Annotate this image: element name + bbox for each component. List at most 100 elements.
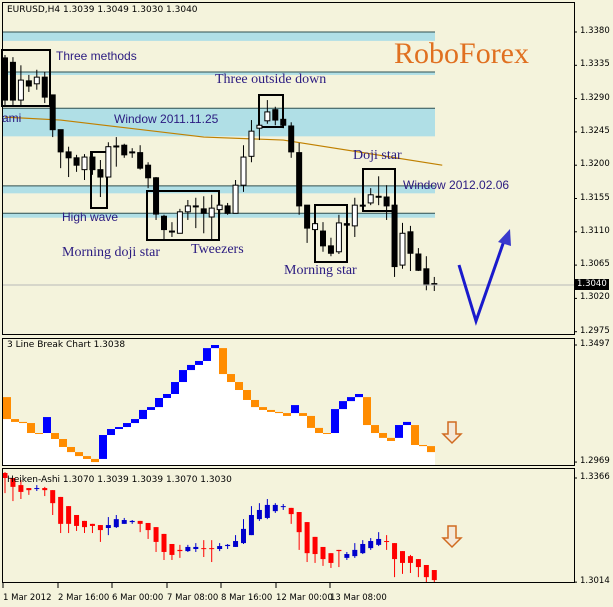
- candle-body-bear: [2, 57, 8, 101]
- main-panel: [2, 2, 575, 335]
- candle-body-bull: [248, 130, 255, 157]
- candle-body-bear: [391, 204, 398, 268]
- candle: [121, 143, 128, 158]
- brick-down: [75, 452, 83, 457]
- ha-body: [2, 472, 8, 478]
- candle: [129, 148, 136, 158]
- brick-up: [115, 427, 123, 430]
- ha-body: [320, 546, 326, 560]
- ha-body: [360, 543, 366, 554]
- ha-body: [256, 509, 262, 520]
- candle: [399, 222, 406, 269]
- brick-down: [283, 413, 291, 416]
- candle: [407, 225, 414, 272]
- candle: [375, 176, 382, 206]
- ha-candle: [376, 532, 382, 547]
- ha-body: [185, 546, 191, 552]
- candle-body-bear: [49, 94, 56, 131]
- ha-body: [161, 533, 167, 552]
- brick-up: [139, 409, 147, 420]
- brick-up: [211, 345, 219, 349]
- heiken-ashi-candles: [2, 472, 437, 582]
- brick-fill: [267, 411, 275, 465]
- brick-down: [363, 397, 371, 426]
- box-three-outside-down: [258, 94, 284, 128]
- candle-body-bull: [312, 223, 319, 231]
- ha-candle: [304, 522, 310, 563]
- candle: [192, 197, 199, 229]
- candle-body-bear: [224, 205, 231, 214]
- label-three-outside-down: Three outside down: [215, 72, 327, 87]
- candle-body-bull: [192, 205, 199, 208]
- brick-down: [315, 427, 323, 434]
- label-morning-doji-star: Morning doji star: [62, 245, 160, 260]
- ha-body: [89, 523, 95, 526]
- ha-candle: [2, 472, 8, 494]
- date-tick: 12 Mar 00:00: [276, 593, 333, 603]
- ha-body: [121, 520, 127, 524]
- candle: [359, 203, 366, 207]
- brick-fill: [155, 407, 163, 465]
- brick-fill: [83, 458, 91, 465]
- ha-body: [304, 522, 310, 554]
- candle: [232, 180, 239, 214]
- candle-body-bull: [81, 156, 88, 171]
- candle: [168, 222, 175, 237]
- brick-fill: [163, 397, 171, 465]
- ha-body: [328, 553, 334, 563]
- ha-candle: [423, 564, 429, 582]
- symbol-header: EURUSD,H4 1.3039 1.3049 1.3030 1.3040: [7, 5, 198, 15]
- candle: [65, 146, 72, 178]
- ha-candle: [344, 551, 350, 560]
- ha-body: [384, 541, 390, 543]
- candle-body-bull: [208, 207, 215, 218]
- price-label: 1.3065: [580, 259, 610, 270]
- candle-body-bear: [97, 169, 104, 178]
- brick-fill: [243, 399, 251, 465]
- brick-up: [355, 393, 363, 398]
- candle-body-bear: [320, 230, 326, 247]
- brick-up: [171, 382, 179, 394]
- candle: [176, 208, 183, 234]
- label-window-2011: Window 2011.11.25: [114, 112, 219, 126]
- ha-candle: [201, 540, 207, 558]
- arrow-head-icon: [498, 229, 511, 246]
- candle: [296, 143, 303, 215]
- brick-fill: [427, 452, 435, 465]
- axis-ticks: [2, 31, 577, 588]
- brick-fill: [419, 446, 427, 465]
- brick-down: [235, 382, 243, 391]
- price-label: 1.3110: [580, 225, 610, 236]
- price-label: 1.3020: [580, 292, 610, 303]
- brick-fill: [67, 452, 75, 465]
- ha-candle: [352, 543, 358, 558]
- candle: [248, 120, 255, 163]
- brick-up: [395, 425, 403, 438]
- ha-body: [407, 556, 413, 563]
- ha-candle: [82, 520, 87, 534]
- ha-body: [209, 548, 215, 550]
- ha-body: [26, 488, 32, 491]
- candle: [200, 196, 207, 234]
- candle-body-bear: [423, 268, 430, 286]
- ha-candle: [97, 525, 103, 542]
- candle-body-bear: [407, 231, 414, 254]
- brick-fill: [3, 419, 11, 465]
- candle-body-bear: [129, 151, 136, 154]
- ha-body: [296, 512, 302, 533]
- brick-up: [403, 421, 411, 426]
- candle-body-bear: [288, 125, 295, 153]
- brick-fill: [291, 413, 299, 465]
- ha-candle: [129, 520, 135, 524]
- price-label: 1.3014: [580, 576, 610, 587]
- ha-body: [392, 543, 398, 560]
- brick-fill: [59, 446, 67, 465]
- candle-body-bull: [184, 205, 191, 213]
- ha-body: [74, 514, 80, 526]
- candle: [113, 137, 120, 167]
- ha-candle: [193, 543, 199, 552]
- candle: [288, 122, 295, 158]
- ha-body: [105, 525, 111, 529]
- ha-body: [129, 520, 135, 523]
- brick-up: [43, 417, 51, 434]
